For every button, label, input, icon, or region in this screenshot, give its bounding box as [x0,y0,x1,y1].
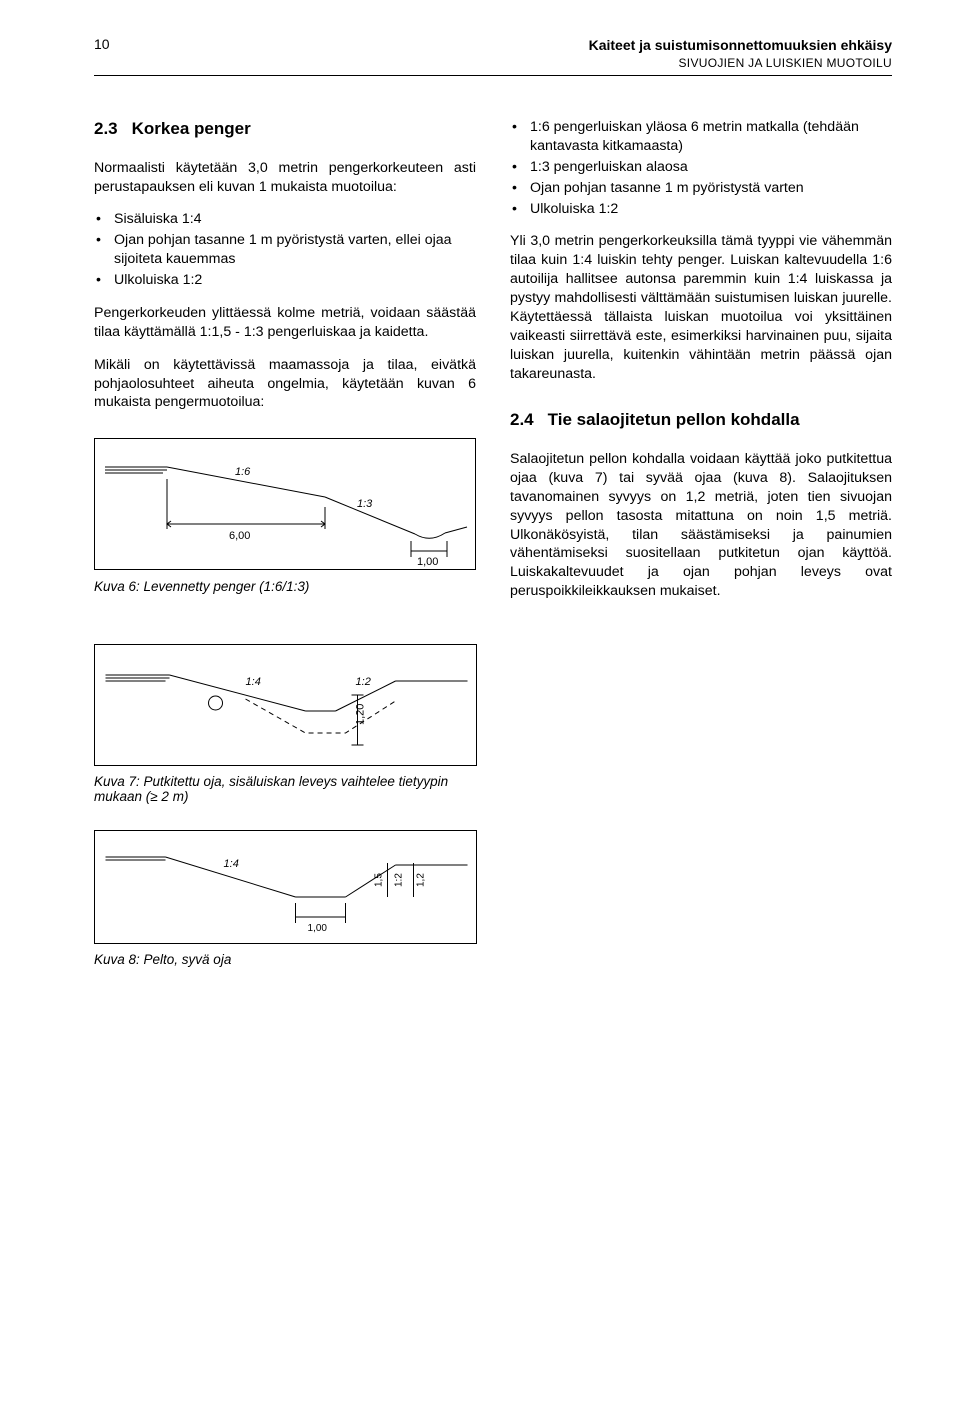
sec23-heading: 2.3 Korkea penger [94,118,476,141]
sec23-list2: 1:6 pengerluiskan yläosa 6 metrin matkal… [510,118,892,218]
fig6-slope1: 1:6 [235,466,251,478]
fig6-slope2: 1:3 [357,498,373,510]
fig8-d1: 1,5 [374,873,385,887]
figure-6: 1:6 1:3 6,00 1,00 [94,438,476,570]
page-number: 10 [94,36,110,52]
sec23-title: Korkea penger [132,119,251,138]
fig8-caption: Kuva 8: Pelto, syvä oja [94,952,477,967]
sec24-title: Tie salaojitetun pellon kohdalla [548,410,800,429]
header-title: Kaiteet ja suistumisonnettomuuksien ehkä… [589,36,892,55]
page-header: 10 Kaiteet ja suistumisonnettomuuksien e… [94,36,892,76]
fig7-slope1: 1:4 [246,676,261,688]
right-column: 1:6 pengerluiskan yläosa 6 metrin matkal… [510,118,892,618]
fig7-dim: 1,20 [355,704,367,725]
list-item: Ulkoluiska 1:2 [94,271,476,290]
sec24-num: 2.4 [510,410,534,429]
fig8-slope: 1:4 [224,858,239,870]
fig7-slope2: 1:2 [356,676,371,688]
left-column: 2.3 Korkea penger Normaalisti käytetään 3… [94,118,476,618]
fig6-dimright: 1,00 [417,556,438,568]
header-subtitle: SIVUOJIEN JA LUISKIEN MUOTOILU [589,55,892,71]
sec23-para4: Yli 3,0 metrin pengerkorkeuksilla tämä t… [510,232,892,383]
content-columns: 2.3 Korkea penger Normaalisti käytetään 3… [94,118,892,618]
fig7-caption: Kuva 7: Putkitettu oja, sisäluiskan leve… [94,774,477,804]
fig6-dimleft: 6,00 [229,530,250,542]
page: 10 Kaiteet ja suistumisonnettomuuksien e… [0,0,960,1408]
list-item: 1:3 pengerluiskan alaosa [510,158,892,177]
figure-8-svg: 1:4 1,5 1:2 1,2 1,00 [95,831,476,943]
header-right: Kaiteet ja suistumisonnettomuuksien ehkä… [589,36,892,71]
lower-figures: 1:4 1:2 1,20 Kuva 7: Putkitettu oja, sis… [94,644,477,967]
sec24-heading: 2.4 Tie salaojitetun pellon kohdalla [510,409,892,432]
sec24-para: Salaojitetun pellon kohdalla voidaan käy… [510,450,892,601]
fig8-dim: 1,00 [308,923,328,934]
list-item: 1:6 pengerluiskan yläosa 6 metrin matkal… [510,118,892,156]
figure-6-svg: 1:6 1:3 6,00 1,00 [95,439,475,569]
figure-7-svg: 1:4 1:2 1,20 [95,645,476,765]
sec23-para3: Mikäli on käytettävissä maamassoja ja ti… [94,356,476,413]
fig8-d2: 1:2 [394,873,405,887]
list-item: Ojan pohjan tasanne 1 m pyöristystä vart… [94,231,476,269]
list-item: Ojan pohjan tasanne 1 m pyöristystä vart… [510,179,892,198]
fig6-caption: Kuva 6: Levennetty penger (1:6/1:3) [94,578,476,596]
list-item: Ulkoluiska 1:2 [510,200,892,219]
list-item: Sisäluiska 1:4 [94,210,476,229]
sec23-intro: Normaalisti käytetään 3,0 metrin pengerk… [94,159,476,197]
figure-8: 1:4 1,5 1:2 1,2 1,00 [94,830,477,944]
sec23-para2: Pengerkorkeuden ylittäessä kolme metriä,… [94,304,476,342]
sec23-num: 2.3 [94,119,118,138]
fig8-d3: 1,2 [416,873,427,887]
sec23-list1: Sisäluiska 1:4 Ojan pohjan tasanne 1 m p… [94,210,476,290]
figure-7: 1:4 1:2 1,20 [94,644,477,766]
